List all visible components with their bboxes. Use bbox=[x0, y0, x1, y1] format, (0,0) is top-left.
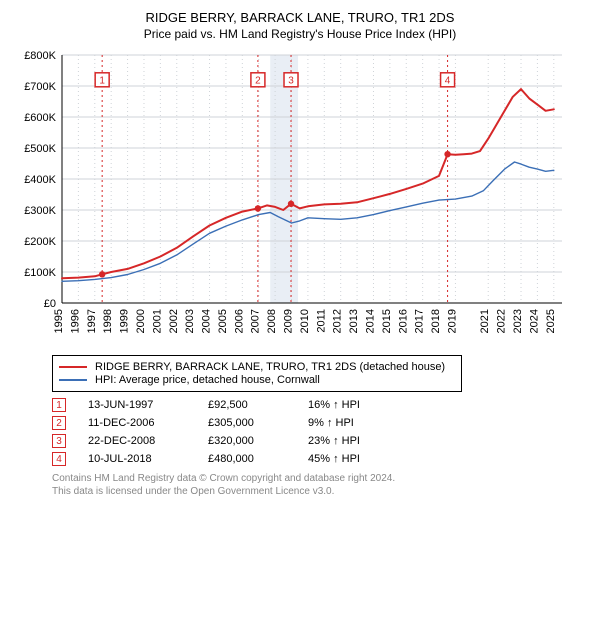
x-tick-label: 1999 bbox=[119, 309, 131, 333]
chart-subtitle: Price paid vs. HM Land Registry's House … bbox=[12, 27, 588, 41]
x-tick-label: 2000 bbox=[135, 309, 147, 333]
x-tick-label: 2018 bbox=[430, 309, 442, 333]
x-tick-label: 2009 bbox=[283, 309, 295, 333]
x-tick-label: 2014 bbox=[364, 309, 376, 333]
x-tick-label: 2002 bbox=[168, 309, 180, 333]
x-tick-label: 1998 bbox=[102, 309, 114, 333]
x-tick-label: 2017 bbox=[414, 309, 426, 333]
y-tick-label: £200K bbox=[24, 236, 56, 248]
y-tick-label: £100K bbox=[24, 267, 56, 279]
x-tick-label: 2015 bbox=[381, 309, 393, 333]
sale-date: 13-JUN-1997 bbox=[88, 399, 208, 411]
y-tick-label: £600K bbox=[24, 112, 56, 124]
sale-row: 1 13-JUN-1997£92,50016% ↑ HPI bbox=[52, 398, 588, 412]
sale-marker-number: 1 bbox=[99, 75, 105, 86]
y-tick-label: £700K bbox=[24, 81, 56, 93]
sale-price: £320,000 bbox=[208, 435, 308, 447]
x-tick-label: 2024 bbox=[528, 309, 540, 333]
x-tick-label: 2006 bbox=[233, 309, 245, 333]
x-tick-label: 2005 bbox=[217, 309, 229, 333]
legend-swatch bbox=[59, 366, 87, 368]
sale-number-box: 1 bbox=[52, 398, 66, 412]
x-tick-label: 2003 bbox=[184, 309, 196, 333]
x-tick-label: 2023 bbox=[512, 309, 524, 333]
legend-item: HPI: Average price, detached house, Corn… bbox=[59, 374, 455, 386]
y-tick-label: £400K bbox=[24, 174, 56, 186]
x-tick-label: 2001 bbox=[151, 309, 163, 333]
footer-line-1: Contains HM Land Registry data © Crown c… bbox=[52, 472, 588, 485]
y-tick-label: £800K bbox=[24, 50, 56, 62]
legend: RIDGE BERRY, BARRACK LANE, TRURO, TR1 2D… bbox=[52, 355, 462, 392]
y-tick-label: £0 bbox=[44, 298, 56, 310]
x-tick-label: 2025 bbox=[545, 309, 557, 333]
sale-marker-number: 3 bbox=[288, 75, 294, 86]
x-tick-label: 2007 bbox=[250, 309, 262, 333]
sale-row: 4 10-JUL-2018£480,00045% ↑ HPI bbox=[52, 452, 588, 466]
sale-delta: 45% ↑ HPI bbox=[308, 453, 408, 465]
y-tick-label: £500K bbox=[24, 143, 56, 155]
x-tick-label: 1996 bbox=[69, 309, 81, 333]
sale-number-box: 3 bbox=[52, 434, 66, 448]
x-tick-label: 1997 bbox=[86, 309, 98, 333]
footer-attribution: Contains HM Land Registry data © Crown c… bbox=[52, 472, 588, 498]
y-tick-label: £300K bbox=[24, 205, 56, 217]
chart-svg: £0 £100K £200K £300K £400K £500K £600K £700K £80… bbox=[12, 47, 572, 347]
x-tick-label: 2013 bbox=[348, 309, 360, 333]
x-tick-label: 2016 bbox=[397, 309, 409, 333]
legend-label: HPI: Average price, detached house, Corn… bbox=[95, 374, 320, 386]
footer-line-2: This data is licensed under the Open Gov… bbox=[52, 485, 588, 498]
sale-row: 2 11-DEC-2006£305,0009% ↑ HPI bbox=[52, 416, 588, 430]
sale-marker-number: 4 bbox=[445, 75, 451, 86]
x-tick-label: 2008 bbox=[266, 309, 278, 333]
x-tick-label: 2012 bbox=[332, 309, 344, 333]
x-tick-label: 2019 bbox=[446, 309, 458, 333]
legend-label: RIDGE BERRY, BARRACK LANE, TRURO, TR1 2D… bbox=[95, 361, 445, 373]
sale-price: £92,500 bbox=[208, 399, 308, 411]
chart-plot: £0 £100K £200K £300K £400K £500K £600K £700K £80… bbox=[12, 47, 588, 347]
sale-delta: 23% ↑ HPI bbox=[308, 435, 408, 447]
x-tick-label: 2010 bbox=[299, 309, 311, 333]
x-tick-label: 2022 bbox=[496, 309, 508, 333]
x-tick-label: 2021 bbox=[479, 309, 491, 333]
sale-date: 11-DEC-2006 bbox=[88, 417, 208, 429]
sale-marker-number: 2 bbox=[255, 75, 261, 86]
chart-container: RIDGE BERRY, BARRACK LANE, TRURO, TR1 2D… bbox=[0, 0, 600, 506]
chart-title: RIDGE BERRY, BARRACK LANE, TRURO, TR1 2D… bbox=[12, 10, 588, 25]
sale-price: £305,000 bbox=[208, 417, 308, 429]
sale-date: 22-DEC-2008 bbox=[88, 435, 208, 447]
x-tick-label: 2004 bbox=[201, 309, 213, 333]
sale-number-box: 2 bbox=[52, 416, 66, 430]
legend-item: RIDGE BERRY, BARRACK LANE, TRURO, TR1 2D… bbox=[59, 361, 455, 373]
x-tick-label: 1995 bbox=[53, 309, 65, 333]
x-tick-label: 2011 bbox=[315, 309, 327, 333]
sale-delta: 16% ↑ HPI bbox=[308, 399, 408, 411]
sale-number-box: 4 bbox=[52, 452, 66, 466]
sale-row: 3 22-DEC-2008£320,00023% ↑ HPI bbox=[52, 434, 588, 448]
legend-swatch bbox=[59, 379, 87, 381]
sale-delta: 9% ↑ HPI bbox=[308, 417, 408, 429]
sale-date: 10-JUL-2018 bbox=[88, 453, 208, 465]
sales-table: 1 13-JUN-1997£92,50016% ↑ HPI 2 11-DEC-2006… bbox=[52, 398, 588, 466]
sale-price: £480,000 bbox=[208, 453, 308, 465]
